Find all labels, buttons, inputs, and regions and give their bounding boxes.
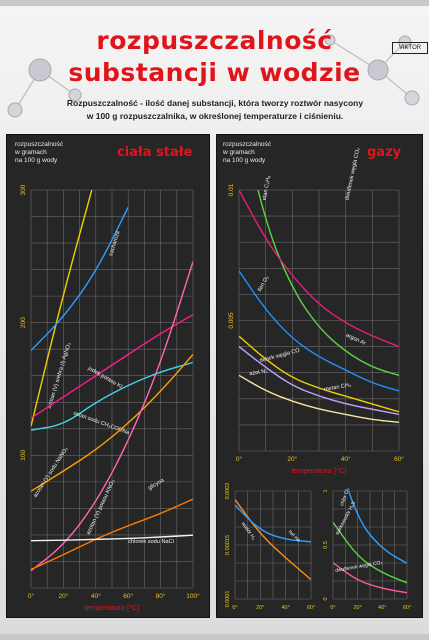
- y-tick-label: 0.0001: [225, 591, 231, 608]
- x-tick-label: 40°: [378, 605, 386, 611]
- series-line-jodek-potasu-ki: [31, 314, 193, 419]
- y-tick-label: 1: [323, 489, 329, 492]
- publisher-logo: VIKTOR: [392, 42, 428, 54]
- y-label-line-3: na 100 g wody: [223, 157, 266, 164]
- x-tick-label: 40°: [282, 605, 290, 611]
- x-tick-label: 40°: [341, 455, 351, 463]
- y-tick-label: 0.5: [323, 541, 329, 549]
- series-line-metan-ch: [239, 346, 399, 416]
- y-tick-label: 0.01: [228, 183, 235, 196]
- description-line-1: Rozpuszczalność - ilość danej substancji…: [66, 98, 364, 108]
- solids-chart-title: ciała stałe: [117, 145, 193, 160]
- solids-chart: azotan (V) srebra (I) AgNO₃sacharozajode…: [20, 184, 200, 612]
- x-tick-label: 80°: [156, 592, 166, 600]
- series-line-dwutlenek-we-gla-co: [333, 562, 407, 594]
- x-tick-label: 60°: [123, 592, 133, 600]
- series-line-chlor-cl: [347, 491, 407, 564]
- series-label-azotan-v-sodu-nano: azotan (V) sodu NaNO₃: [33, 446, 70, 499]
- series-line-hel-he: [235, 504, 311, 543]
- series-label-tlen-o: tlen O₂: [257, 275, 271, 293]
- y-tick-label: 0.005: [228, 312, 235, 329]
- x-tick-label: 40°: [91, 592, 101, 600]
- y-label-line-1: rozpuszczalność: [223, 141, 272, 148]
- x-axis-label: temperatura [°C]: [291, 466, 346, 475]
- y-tick-label: 100: [20, 450, 27, 461]
- gases-y-axis-label: rozpuszczalność w gramach na 100 g wody: [223, 141, 271, 165]
- x-axis-label: temperatura [°C]: [84, 603, 139, 612]
- y-tick-label: 0.0002: [225, 483, 231, 500]
- description-line-2: w 100 g rozpuszczalnika, w określonej te…: [86, 111, 344, 121]
- series-line-sacharoza: [31, 206, 129, 352]
- series-label-octan-sodu-ch-coona: octan sodu CH₃COONa: [72, 410, 130, 436]
- series-line-glicyna: [31, 498, 193, 571]
- x-tick-label: 60°: [307, 605, 315, 611]
- gases-chart-panel: rozpuszczalność w gramach na 100 g wody …: [216, 134, 423, 618]
- series-line-tlenek-we-gla-co: [239, 335, 399, 413]
- series-line-etan-c-h: [257, 190, 399, 376]
- solids-y-axis-label: rozpuszczalność w gramach na 100 g wody: [15, 141, 63, 165]
- series-label-etan-c-h: etan C₂H₆: [262, 175, 272, 201]
- series-line-tlen-o: [239, 270, 399, 392]
- series-label-dwutlenek-we-gla-co: dwutlenek węgla CO₂: [344, 147, 361, 201]
- x-tick-label: 0°: [330, 605, 335, 611]
- y-label-line-2: w gramach: [15, 149, 47, 156]
- solids-group: azotan (V) srebra (I) AgNO₃sacharozajode…: [20, 184, 200, 612]
- series-line-siarkowodo-r-h-s: [333, 521, 407, 584]
- y-tick-label: 0.00015: [225, 535, 231, 555]
- x-tick-label: 0°: [28, 592, 35, 600]
- x-tick-label: 100°: [186, 592, 200, 600]
- series-label-argon-ar: argon Ar: [345, 333, 367, 347]
- series-line-azotan-v-potasu-kno: [31, 261, 193, 572]
- y-tick-label: 300: [20, 184, 27, 195]
- bottom-hanger-bar: [0, 634, 429, 640]
- gases-group: etan C₂H₆ dwutlenek węgla CO₂ tlen O₂ argon…: [228, 147, 404, 475]
- series-label-siarkowodo-r-h-s: siarkowodór H₂S: [334, 500, 357, 536]
- series-label-hel-he: hel He: [287, 529, 302, 544]
- series-line-azotan-v-srebra-i-agno: [31, 190, 93, 427]
- x-tick-label: 20°: [256, 605, 264, 611]
- y-label-line-3: na 100 g wody: [15, 157, 58, 164]
- solids-chart-panel: rozpuszczalność w gramach na 100 g wody …: [6, 134, 210, 618]
- gases-small-left-group: wodór H₂ hel He0° 20° 40° 60°0.00010.000150.…: [225, 483, 315, 611]
- series-line-azot-n: [239, 374, 399, 423]
- series-line-chlorek-sodu-nacl: [31, 534, 193, 542]
- series-label-glicyna: glicyna: [147, 477, 166, 491]
- gases-chart-title: gazy: [367, 145, 402, 160]
- series-line-argon-ar: [239, 190, 399, 348]
- top-hanger-bar: [0, 0, 429, 6]
- y-tick-label: 200: [20, 317, 27, 328]
- series-label-dwutlenek-we-gla-co: dwutlenek węgla CO₂: [335, 560, 383, 574]
- y-label-line-2: w gramach: [223, 149, 255, 156]
- series-line-octan-sodu-ch-coona: [31, 361, 193, 431]
- gases-chart: etan C₂H₆ dwutlenek węgla CO₂ tlen O₂ argon…: [225, 147, 411, 611]
- series-line-azotan-v-sodu-nano: [31, 354, 193, 492]
- series-label-metan-ch: metan CH₄: [324, 382, 353, 393]
- y-tick-label: 0: [323, 597, 329, 600]
- poster-title-line-2: substancji w wodzie: [68, 58, 361, 87]
- x-tick-label: 20°: [287, 455, 297, 463]
- x-tick-label: 20°: [58, 592, 68, 600]
- series-label-azot-n: azot N₂: [249, 368, 268, 377]
- series-label-chlorek-sodu-nacl: chlorek sodu NaCl: [128, 539, 174, 545]
- x-tick-label: 60°: [403, 605, 411, 611]
- x-tick-label: 20°: [354, 605, 362, 611]
- y-label-line-1: rozpuszczalność: [15, 141, 64, 148]
- poster-title-line-1: rozpuszczalność: [96, 26, 333, 55]
- series-line-wodo-r-h: [235, 499, 311, 581]
- x-tick-label: 0°: [236, 455, 243, 463]
- x-tick-label: 60°: [394, 455, 404, 463]
- x-tick-label: 0°: [232, 605, 237, 611]
